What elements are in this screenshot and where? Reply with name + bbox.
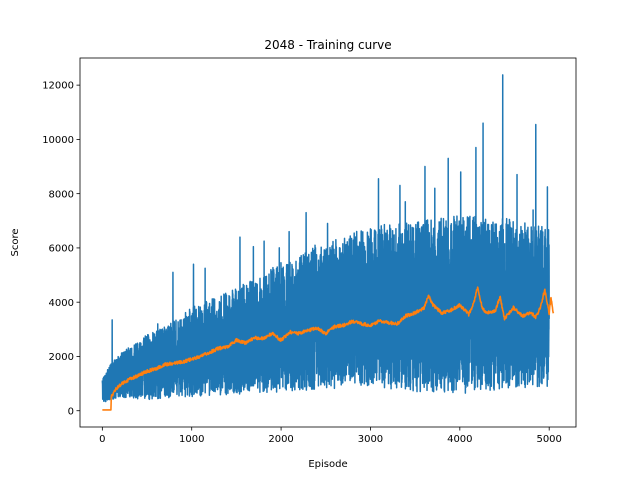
y-tick-label: 0 [68, 406, 74, 417]
x-axis: 0 1000 2000 3000 4000 5000 [99, 427, 562, 445]
y-tick-label: 2000 [49, 352, 74, 363]
x-axis-label: Episode [308, 459, 347, 470]
raw-score-line [101, 74, 550, 403]
chart-title: 2048 - Training curve [264, 38, 391, 52]
plot-frame [79, 57, 577, 428]
y-tick-label: 8000 [49, 189, 74, 200]
x-tick-label: 5000 [536, 434, 561, 445]
x-tick-label: 0 [99, 434, 105, 445]
x-tick-label: 3000 [358, 434, 383, 445]
x-tick-label: 1000 [179, 434, 204, 445]
smoothed-score-line [101, 286, 555, 411]
y-tick-label: 4000 [49, 298, 74, 309]
y-tick-label: 6000 [49, 244, 74, 255]
y-axis: 0 2000 4000 6000 8000 10000 12000 [42, 81, 80, 417]
y-tick-label: 10000 [42, 135, 74, 146]
y-axis-label: Score [10, 228, 21, 256]
y-tick-label: 12000 [42, 81, 74, 92]
x-tick-label: 2000 [268, 434, 293, 445]
plot-area [101, 74, 555, 411]
x-tick-label: 4000 [447, 434, 472, 445]
